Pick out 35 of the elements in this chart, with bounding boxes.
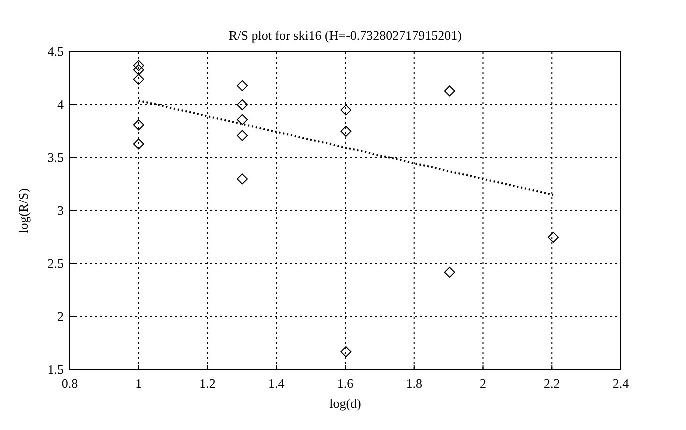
x-tick-label: 1.2: [200, 376, 216, 391]
x-tick-label: 2.2: [544, 376, 560, 391]
point: [133, 138, 144, 150]
point: [340, 104, 352, 116]
x-tick-label: 1: [136, 376, 142, 391]
point: [340, 126, 352, 137]
y-tick-label: 2.5: [48, 256, 64, 271]
point: [133, 120, 144, 131]
x-axis-title: log(d): [330, 396, 362, 411]
y-tick-label: 1.5: [48, 362, 64, 377]
y-tick-label: 2: [58, 309, 64, 324]
point: [237, 100, 248, 110]
point: [133, 74, 144, 86]
chart-title: R/S plot for ski16 (H=-0.732802717915201): [228, 28, 462, 43]
point: [133, 60, 144, 72]
x-tick-label: 2.4: [612, 376, 630, 391]
y-tick-label: 3.5: [48, 150, 64, 165]
point: [548, 232, 560, 243]
y-tick-label: 4: [58, 97, 64, 112]
y-tick-label: 3: [58, 203, 64, 218]
x-tick-label: 1.6: [337, 376, 354, 391]
point: [340, 346, 352, 358]
point: [237, 174, 248, 185]
point: [444, 86, 456, 97]
x-tick-label: 2: [480, 376, 486, 391]
x-tick-label: 1.4: [268, 376, 286, 391]
point: [237, 114, 248, 126]
point: [237, 80, 248, 92]
point: [237, 130, 248, 142]
y-tick-label: 4.5: [48, 44, 64, 59]
point: [133, 64, 144, 76]
x-tick-label: 0.8: [62, 376, 78, 391]
x-tick-label: 1.8: [406, 376, 422, 391]
point: [444, 266, 456, 278]
y-axis-title: log(R/S): [16, 188, 31, 234]
